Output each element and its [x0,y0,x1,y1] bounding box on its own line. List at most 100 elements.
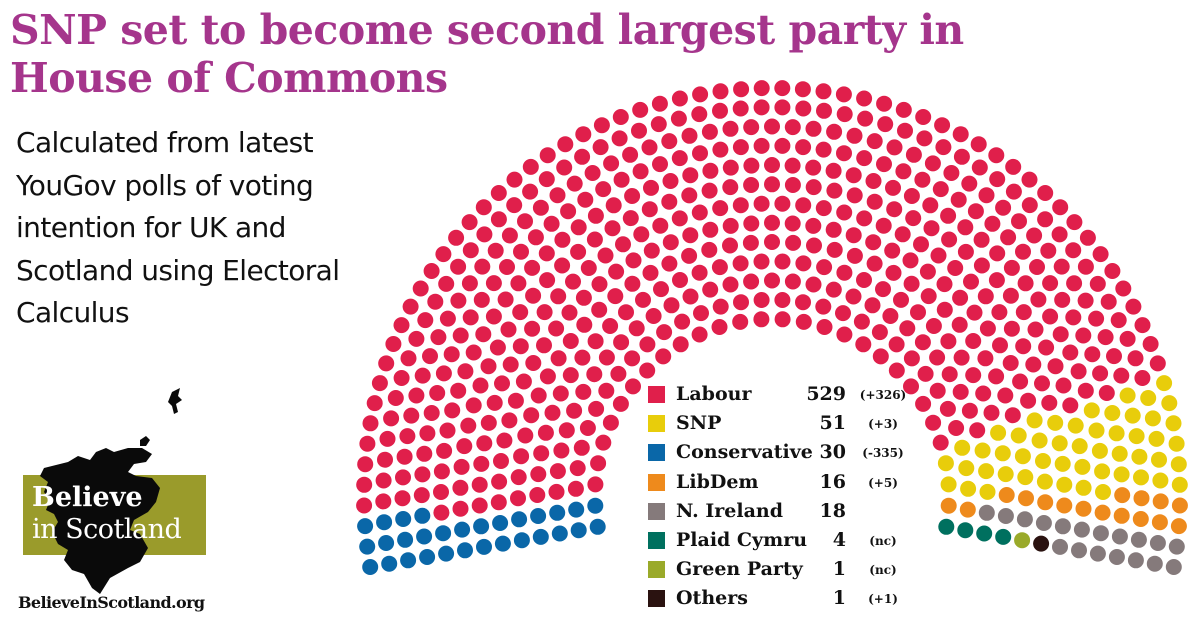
seat-dot [932,181,949,198]
seat-dot [513,448,530,465]
seat-dot [586,231,603,248]
seat-dot [557,136,574,153]
seat-dot [417,312,434,329]
seat-dot [1125,298,1142,315]
seat-dot [966,304,983,321]
seat-dot [602,318,619,334]
seat-dot [732,139,749,156]
seat-dot [450,292,467,309]
seat-dot [1042,275,1059,292]
seat-dot [473,455,490,472]
seat-dot [558,422,575,439]
seat-dot [742,234,759,251]
seat-dot [903,188,920,204]
seat-dot [1075,479,1092,496]
seat-dot [753,195,770,212]
seat-dot [995,199,1012,216]
seat-dot [682,288,699,305]
seat-dot [876,95,893,112]
seat-dot [524,259,541,276]
seat-dot [554,231,571,248]
website-url[interactable]: BelieveInScotland.org [18,593,205,612]
legend-swatch [648,386,665,403]
seat-dot [454,521,471,538]
seat-dot [522,183,539,200]
seat-dot [1012,373,1029,390]
seat-dot [681,187,698,204]
seat-dot [815,141,832,158]
seat-dot [1168,538,1185,555]
seat-dot [864,297,881,314]
seat-dot [1115,280,1132,297]
seat-dot [439,310,456,327]
seat-dot [1054,291,1071,308]
seat-dot [940,333,957,350]
seat-dot [462,242,479,259]
legend-party-name: N. Ireland [676,499,783,522]
seat-dot [936,301,953,318]
seat-dot [764,234,780,250]
seat-dot [1134,317,1151,334]
seat-dot [1127,552,1144,569]
seat-dot [532,528,549,545]
seat-dot [1052,199,1069,216]
seat-dot [586,366,603,383]
seat-dot [1014,448,1031,465]
seat-dot [934,117,951,134]
seat-dot [1161,395,1178,412]
seat-dot [592,139,609,156]
seat-dot [494,375,510,392]
legend-swatch [648,502,665,520]
seat-dot [753,253,770,270]
seat-dot [784,157,801,174]
seat-dot [753,80,770,97]
seat-dot [375,472,392,489]
seat-dot [764,157,780,173]
seat-dot [562,333,579,349]
seat-dot [662,234,679,251]
seat-dot [957,243,974,260]
seat-dot [917,365,934,382]
seat-dot [899,320,916,337]
seat-dot [929,382,946,399]
seat-dot [674,313,691,330]
seat-dot [416,445,433,462]
seat-dot [969,422,986,439]
seat-dot [655,348,672,365]
seat-dot [952,383,969,400]
seat-dot [997,508,1014,524]
seat-dot [903,378,919,395]
seat-dot [952,126,969,143]
seat-dot [548,320,565,337]
seat-dot [651,95,668,112]
seat-dot [979,483,996,500]
seat-dot [611,130,628,147]
seat-dot [1018,490,1034,507]
seat-dot [1134,370,1151,386]
seat-dot [1092,365,1109,382]
seat-dot [506,197,523,214]
seat-dot [393,317,410,334]
seat-dot [961,402,978,419]
seat-dot [513,532,530,549]
seat-dot [1113,466,1130,483]
seat-dot [580,260,597,276]
seat-dot [753,137,770,154]
seat-dot [1056,476,1073,493]
seat-dot [423,263,440,279]
seat-dot [826,123,843,140]
seat-dot [1111,445,1128,462]
seat-dot [433,484,449,500]
seat-dot [711,259,728,276]
seat-dot [938,518,955,535]
seat-dot [377,451,393,468]
seat-dot [795,100,812,117]
seat-dot [472,377,489,394]
seat-dot [836,106,853,123]
seat-dot [722,237,738,254]
seat-dot [733,81,750,98]
legend-item: Labour 529 (+326) [648,380,908,409]
seat-dot [1065,309,1082,326]
seat-dot [512,304,529,321]
seat-dot [543,215,560,232]
